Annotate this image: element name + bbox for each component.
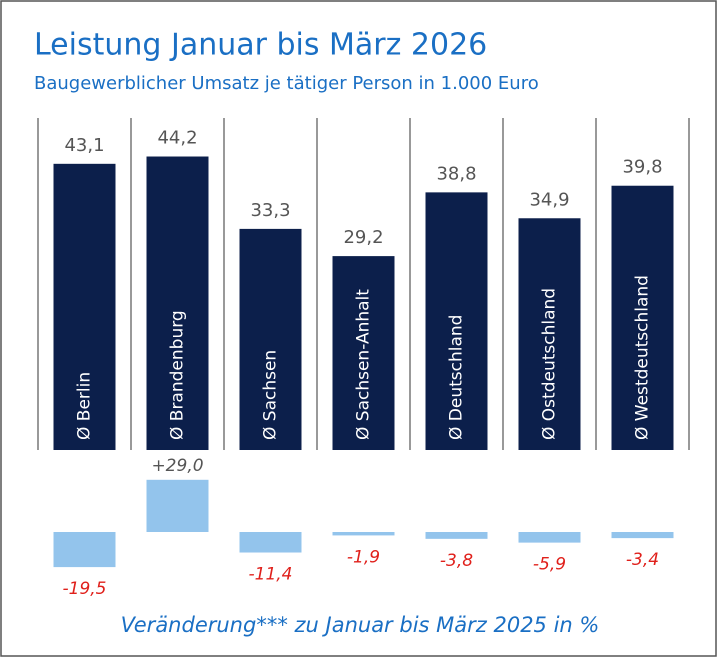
category-label: Ø Ostdeutschland	[540, 288, 560, 440]
category-label: Ø Deutschland	[447, 315, 467, 440]
bar	[332, 256, 395, 450]
value-label: 33,3	[250, 200, 290, 221]
bar	[53, 163, 116, 451]
value-label: 39,8	[622, 157, 662, 178]
change-bar	[332, 532, 395, 536]
category-label: Ø Sachsen-Anhalt	[354, 289, 374, 440]
bar	[239, 228, 302, 450]
category-label: Ø Brandenburg	[168, 310, 188, 440]
bar	[425, 192, 488, 451]
value-label: 34,9	[529, 189, 569, 210]
change-bar	[611, 532, 674, 539]
bar	[611, 185, 674, 450]
chart-title: Leistung Januar bis März 2026	[34, 28, 487, 63]
category-label: Ø Westdeutschland	[633, 275, 653, 440]
chart-subtitle: Baugewerblicher Umsatz je tätiger Person…	[34, 73, 539, 94]
change-bar	[146, 479, 209, 532]
change-label: -3,8	[440, 551, 473, 571]
change-bar	[239, 532, 302, 553]
value-label: 43,1	[64, 135, 104, 156]
category-label: Ø Sachsen	[261, 350, 281, 440]
bar	[146, 156, 209, 450]
change-bar	[53, 532, 116, 568]
value-label: 44,2	[157, 128, 197, 149]
value-label: 29,2	[343, 227, 383, 248]
value-label: 38,8	[436, 163, 476, 184]
change-label: -3,4	[626, 550, 659, 570]
change-label: -11,4	[249, 565, 293, 585]
change-label: -5,9	[533, 555, 566, 575]
change-bar	[518, 532, 581, 543]
change-bar	[425, 532, 488, 539]
change-label: +29,0	[151, 456, 203, 476]
category-label: Ø Berlin	[75, 372, 95, 440]
annotation: Veränderung*** zu Januar bis März 2025 i…	[121, 613, 600, 637]
bar	[518, 218, 581, 450]
change-label: -1,9	[347, 547, 380, 567]
change-label: -19,5	[63, 579, 107, 599]
